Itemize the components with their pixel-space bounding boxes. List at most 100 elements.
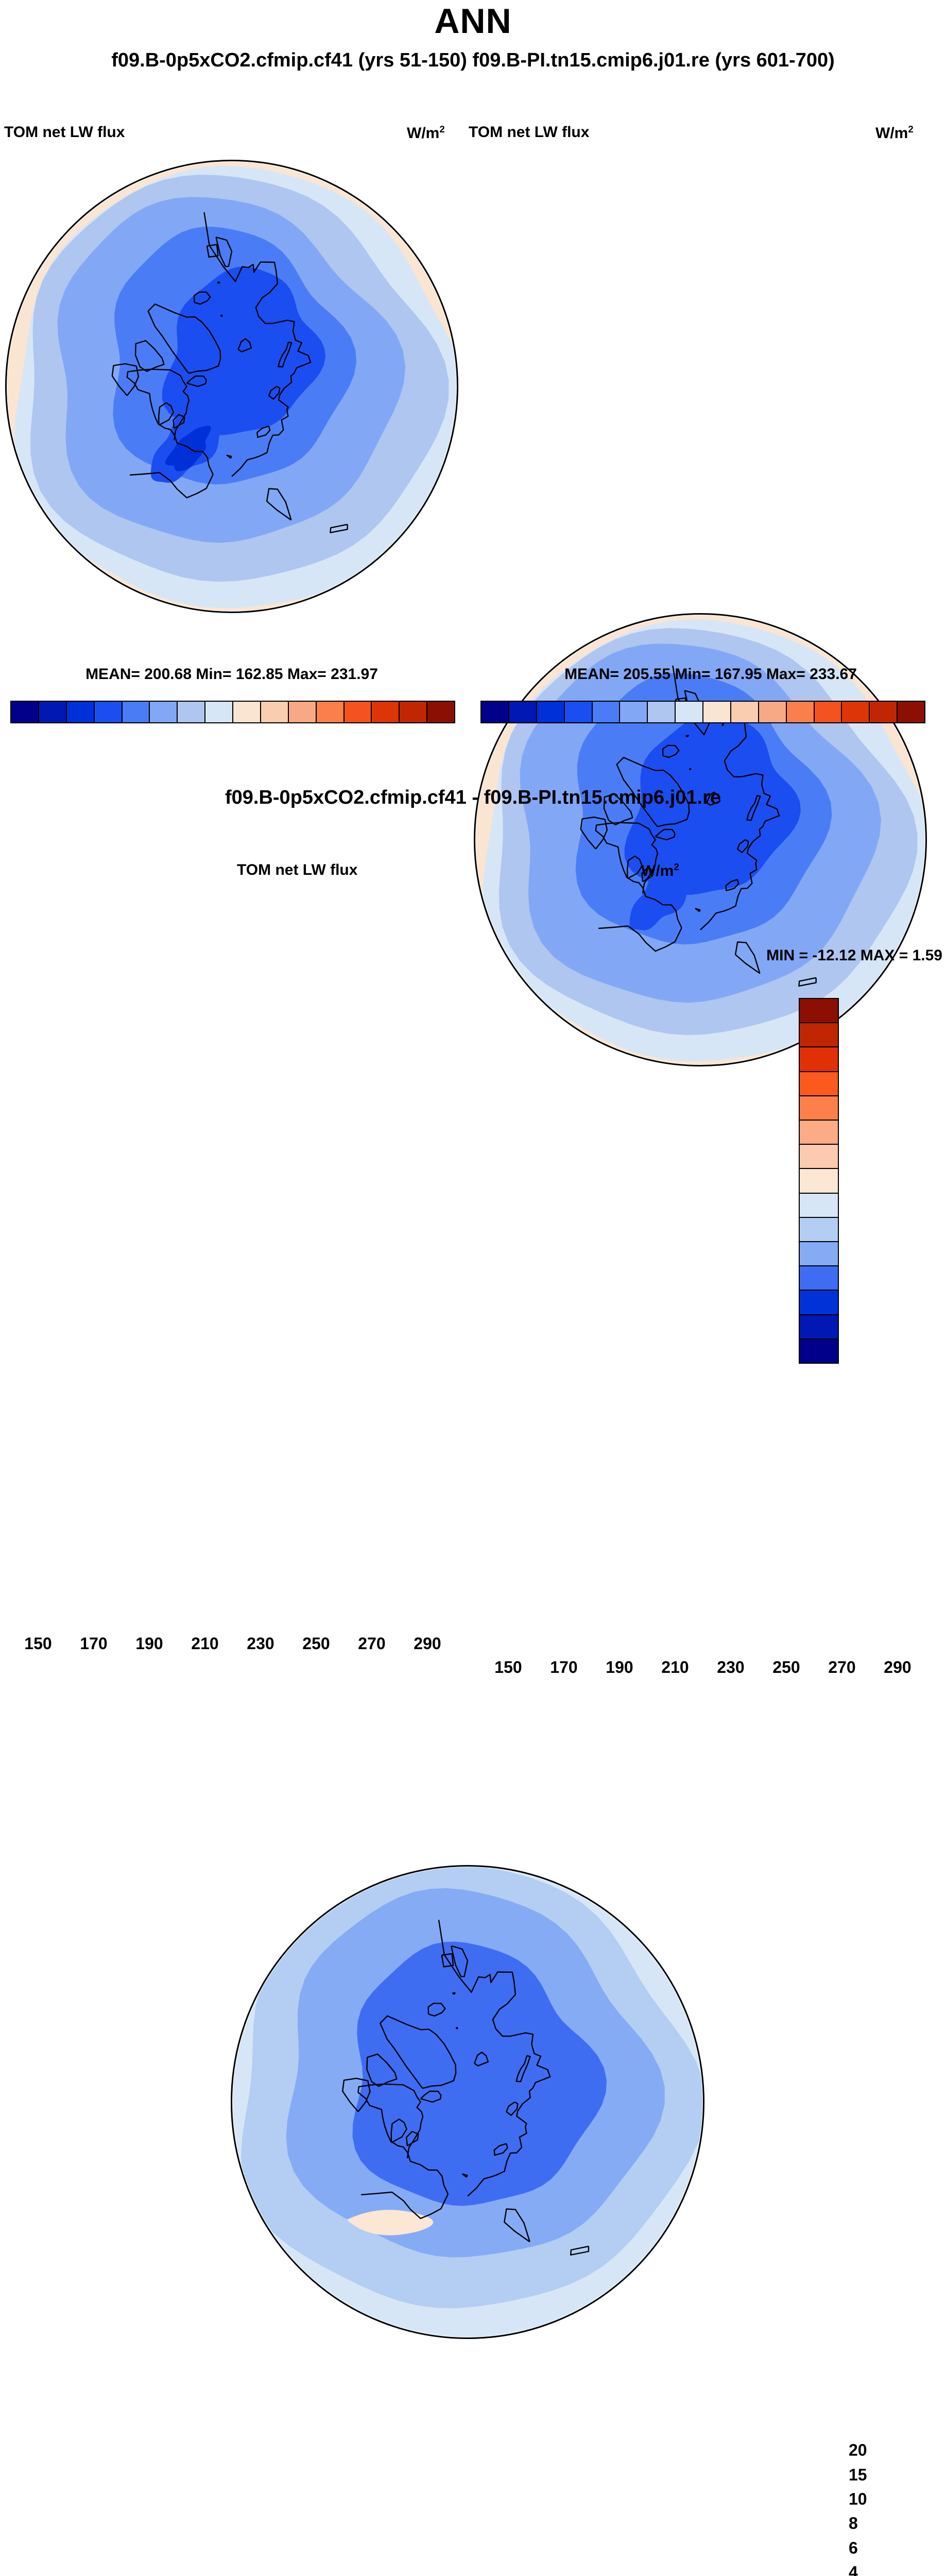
colorbar-cell [800, 1145, 838, 1169]
colorbar-tick-label: 190 [135, 1634, 163, 1653]
colorbar-cell [481, 702, 509, 722]
map-canvas [7, 161, 457, 612]
colorbar-cell [731, 702, 759, 722]
colorbar-cell [509, 702, 537, 722]
colorbar-cell [593, 702, 621, 722]
colorbar-tick-label: 15 [849, 2465, 867, 2484]
difference-variable-label: TOM net LW flux [237, 861, 357, 879]
colorbar-cell [787, 702, 815, 722]
difference-minmax: MIN = -12.12 MAX = 1.59 [669, 947, 942, 964]
polar-map-difference[interactable] [231, 1865, 704, 2339]
colorbar-cell [800, 1340, 838, 1363]
colorbar-tick-label: 270 [828, 1658, 855, 1677]
colorbar-tick-label: 6 [849, 2538, 858, 2557]
colorbar-tick-label: 250 [302, 1634, 330, 1653]
colorbar-cell [178, 702, 205, 722]
colorbar-cell [123, 702, 150, 722]
coastline [217, 282, 220, 283]
colorbar-tick-label: 150 [24, 1634, 51, 1653]
colorbar-cell [620, 702, 648, 722]
difference-units-text: W/m [641, 862, 674, 879]
panel-2-variable-label: TOM net LW flux [469, 124, 589, 141]
colorbar-panel-2-labels: 150 170 190 210 230 250 270 290 [480, 1658, 925, 1682]
colorbar-tick-label: 150 [494, 1658, 522, 1677]
coastline [456, 2027, 457, 2028]
panel-1-variable-label: TOM net LW flux [4, 124, 125, 141]
colorbar-cell [800, 1218, 838, 1242]
coastline [452, 1993, 455, 1994]
colorbar-cell [345, 702, 372, 722]
colorbar-panel-2[interactable] [480, 701, 925, 723]
colorbar-cell [800, 1194, 838, 1218]
coastline [220, 315, 222, 316]
colorbar-cell [67, 702, 95, 722]
colorbar-tick-label: 230 [717, 1658, 744, 1677]
panel-1-units-exponent: 2 [439, 124, 444, 134]
coastline [686, 735, 689, 736]
colorbar-tick-label: 290 [884, 1658, 911, 1677]
colorbar-cell [648, 702, 676, 722]
colorbar-cell [800, 1169, 838, 1193]
colorbar-tick-label: 210 [661, 1658, 689, 1677]
map-canvas [232, 1867, 703, 2337]
colorbar-cell [537, 702, 565, 722]
colorbar-cell [800, 1047, 838, 1072]
difference-title: f09.B-0p5xCO2.cfmip.cf41 - f09.B-PI.tn15… [0, 787, 946, 809]
panel-2-units: W/m2 [875, 124, 914, 142]
colorbar-cell [703, 702, 731, 722]
colorbar-cell [427, 702, 454, 722]
colorbar-cell [233, 702, 261, 722]
panel-1-stats: MEAN= 200.68 Min= 162.85 Max= 231.97 [0, 666, 463, 683]
colorbar-panel-1-labels: 150 170 190 210 230 250 270 290 [10, 1634, 455, 1658]
colorbar-cell [800, 1023, 838, 1047]
colorbar-tick-label: 270 [358, 1634, 385, 1653]
colorbar-cell [800, 1096, 838, 1121]
colorbar-cell [800, 1266, 838, 1291]
colorbar-cell [39, 702, 67, 722]
colorbar-panel-1[interactable] [10, 701, 455, 723]
colorbar-tick-label: 170 [550, 1658, 577, 1677]
panel-2-units-exponent: 2 [908, 124, 913, 134]
colorbar-cell [95, 702, 123, 722]
panel-2-units-text: W/m [875, 125, 908, 142]
colorbar-cell [800, 1315, 838, 1340]
colorbar-cell [898, 702, 924, 722]
colorbar-tick-label: 170 [80, 1634, 107, 1653]
colorbar-cell [372, 702, 400, 722]
colorbar-tick-label: 10 [849, 2490, 867, 2509]
colorbar-tick-label: 190 [606, 1658, 633, 1677]
colorbar-cell [800, 1121, 838, 1145]
colorbar-tick-label: 210 [191, 1634, 218, 1653]
colorbar-tick-label: 250 [772, 1658, 800, 1677]
colorbar-tick-label: 4 [849, 2563, 858, 2576]
difference-units: W/m2 [641, 861, 679, 880]
colorbar-cell [11, 702, 39, 722]
figure-title: ANN [0, 1, 946, 41]
colorbar-cell [870, 702, 898, 722]
difference-units-exponent: 2 [674, 861, 679, 872]
colorbar-cell [842, 702, 870, 722]
colorbar-cell [800, 1291, 838, 1315]
colorbar-cell [676, 702, 703, 722]
colorbar-tick-label: 230 [247, 1634, 274, 1653]
polar-map-panel-1[interactable] [5, 160, 458, 613]
colorbar-cell [815, 702, 842, 722]
colorbar-tick-label: 20 [849, 2441, 867, 2460]
colorbar-difference-labels: 20151086420-2-4-6-8-10-15-20 [849, 2426, 926, 2576]
colorbar-cell [289, 702, 317, 722]
colorbar-cell [800, 999, 838, 1023]
colorbar-cell [261, 702, 289, 722]
colorbar-tick-label: 8 [849, 2514, 858, 2533]
colorbar-difference[interactable] [799, 998, 839, 1364]
colorbar-cell [400, 702, 427, 722]
colorbar-cell [800, 1072, 838, 1096]
colorbar-cell [759, 702, 787, 722]
colorbar-cell [205, 702, 233, 722]
colorbar-cell [565, 702, 593, 722]
panel-1-units-text: W/m [407, 125, 439, 142]
colorbar-cell [800, 1242, 838, 1266]
colorbar-cell [150, 702, 178, 722]
colorbar-tick-label: 290 [414, 1634, 441, 1653]
coastline [689, 769, 691, 770]
colorbar-cell [317, 702, 345, 722]
